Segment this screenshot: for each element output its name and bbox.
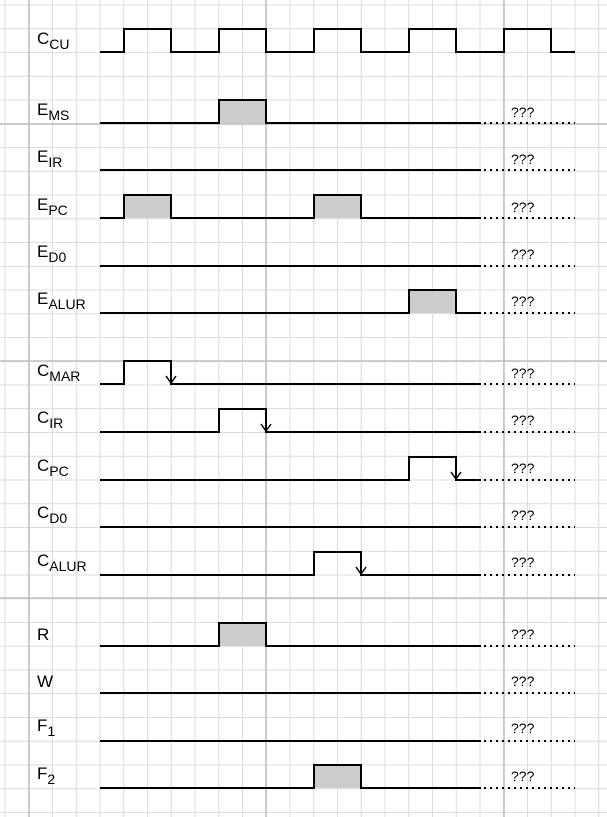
signal-trace xyxy=(100,456,481,481)
signal-label: EMS xyxy=(37,100,69,123)
signal-label: R xyxy=(37,625,49,644)
signal-waveform xyxy=(100,622,575,647)
signal-label: EALUR xyxy=(37,289,86,312)
signal-label: F2 xyxy=(37,764,55,787)
signal-label: EIR xyxy=(37,147,62,170)
signal-label: F1 xyxy=(37,716,55,739)
signal-trace xyxy=(100,99,481,124)
active-pulse xyxy=(219,100,266,123)
unknown-value: ??? xyxy=(511,768,535,784)
signal-trace xyxy=(100,289,481,314)
signal-ed0-row: ED0 ??? xyxy=(37,242,575,267)
unknown-value: ??? xyxy=(511,720,535,736)
signal-calur-row: CALUR ??? xyxy=(37,551,575,576)
unknown-value: ??? xyxy=(511,673,535,689)
unknown-value: ??? xyxy=(511,507,535,523)
falling-edge-arrow xyxy=(450,471,462,481)
clock-label: CCU xyxy=(37,29,70,52)
unknown-value: ??? xyxy=(511,104,535,120)
signal-w-row: W ??? xyxy=(37,672,575,694)
signal-waveform xyxy=(100,551,575,576)
clock-waveform xyxy=(100,28,575,53)
signal-trace xyxy=(100,622,481,647)
clock-row: CCU xyxy=(37,28,575,53)
unknown-value: ??? xyxy=(511,365,535,381)
signal-label: CMAR xyxy=(37,361,80,384)
signal-f1-row: F1 ??? xyxy=(37,716,575,742)
signal-cir-row: CIR ??? xyxy=(37,408,575,433)
signal-waveform xyxy=(100,99,575,124)
active-pulse xyxy=(409,290,456,313)
signal-f2-row: F2 ??? xyxy=(37,764,575,789)
signal-waveform xyxy=(100,764,575,789)
signal-label: CALUR xyxy=(37,551,87,574)
signal-waveform xyxy=(100,194,575,219)
unknown-value: ??? xyxy=(511,293,535,309)
signal-trace xyxy=(100,408,481,433)
signal-label: ED0 xyxy=(37,242,66,265)
falling-edge-arrow xyxy=(355,566,367,576)
signal-label: CIR xyxy=(37,408,63,431)
signal-eir-row: EIR ??? xyxy=(37,147,575,171)
signal-trace xyxy=(100,360,481,385)
signal-trace xyxy=(100,551,481,576)
active-pulse xyxy=(314,195,361,218)
signal-label: CD0 xyxy=(37,503,67,526)
signal-cmar-row: CMAR ??? xyxy=(37,360,575,385)
unknown-value: ??? xyxy=(511,460,535,476)
signal-waveform xyxy=(100,360,575,385)
falling-edge-arrow xyxy=(165,375,177,385)
signal-ealur-row: EALUR ??? xyxy=(37,289,575,314)
signal-waveform xyxy=(100,456,575,481)
unknown-value: ??? xyxy=(511,199,535,215)
signal-trace xyxy=(100,764,481,789)
unknown-value: ??? xyxy=(511,626,535,642)
signal-ems-row: EMS ??? xyxy=(37,99,575,124)
signal-epc-row: EPC ??? xyxy=(37,194,575,219)
unknown-value: ??? xyxy=(511,412,535,428)
signal-label: W xyxy=(37,672,53,691)
active-pulse xyxy=(124,195,171,218)
signal-label: CPC xyxy=(37,456,69,479)
signal-waveform xyxy=(100,408,575,433)
unknown-value: ??? xyxy=(511,554,535,570)
signal-trace xyxy=(100,194,481,219)
falling-edge-arrow xyxy=(260,423,272,433)
active-pulse xyxy=(314,765,361,788)
active-pulse xyxy=(219,623,266,646)
signal-cpc-row: CPC ??? xyxy=(37,456,575,481)
signal-label: EPC xyxy=(37,195,68,218)
signal-r-row: R ??? xyxy=(37,622,575,647)
signal-waveform xyxy=(100,289,575,314)
signal-cd0-row: CD0 ??? xyxy=(37,503,575,528)
unknown-value: ??? xyxy=(511,246,535,262)
unknown-value: ??? xyxy=(511,151,535,167)
